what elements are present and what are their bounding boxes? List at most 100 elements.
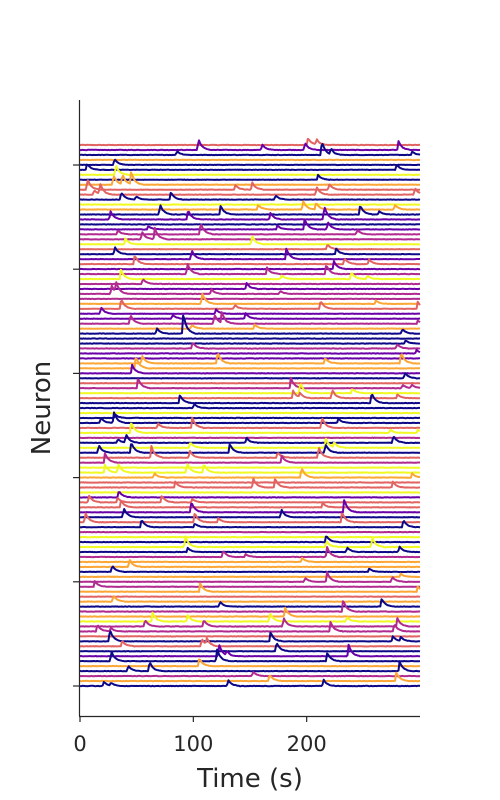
x-tick-group: 0 100 200 <box>73 716 327 756</box>
neuron-trace <box>79 158 421 167</box>
neuron-trace <box>79 443 421 454</box>
neuron-trace <box>79 312 421 320</box>
neuron-trace <box>79 580 421 588</box>
neuron-trace <box>79 353 421 365</box>
neuron-trace <box>79 292 421 305</box>
neuron-trace <box>79 403 420 410</box>
neuron-trace <box>79 393 421 405</box>
neuron-trace <box>80 671 421 678</box>
neuron-trace <box>79 244 421 251</box>
neuron-trace <box>80 339 421 345</box>
neuron-trace <box>79 281 421 296</box>
neuron-trace <box>79 491 421 499</box>
neuron-trace <box>79 598 421 608</box>
neuron-trace <box>80 357 421 370</box>
neuron-trace <box>79 179 420 191</box>
neuron-trace <box>79 643 421 658</box>
trace-group <box>79 137 421 688</box>
neuron-trace <box>79 642 421 653</box>
neuron-trace <box>79 263 420 276</box>
neuron-trace <box>79 255 421 266</box>
neuron-trace <box>80 545 421 554</box>
neuron-trace <box>79 499 421 514</box>
neuron-trace <box>79 314 421 335</box>
neuron-trace <box>79 348 421 355</box>
neuron-trace <box>79 508 421 519</box>
neuron-trace <box>80 173 421 181</box>
neuron-trace <box>79 183 421 196</box>
neuron-trace <box>80 600 421 613</box>
neuron-trace <box>79 582 421 593</box>
neuron-trace <box>79 143 421 157</box>
neuron-trace <box>79 630 421 643</box>
neuron-trace <box>79 389 421 400</box>
neuron-trace <box>79 494 421 504</box>
neuron-trace <box>79 606 421 618</box>
neuron-trace <box>79 363 421 375</box>
neuron-trace <box>79 565 421 573</box>
neuron-trace <box>79 137 421 147</box>
x-tick-label: 200 <box>287 732 327 756</box>
neuron-trace <box>79 546 420 559</box>
neuron-trace <box>79 306 420 315</box>
neuron-trace <box>79 383 421 395</box>
neuron-trace <box>80 139 421 152</box>
neuron-trace <box>79 660 421 673</box>
neuron-trace <box>80 500 421 509</box>
neuron-trace <box>79 299 421 310</box>
neuron-trace <box>79 260 421 271</box>
x-tick-label: 0 <box>73 732 86 756</box>
neuron-trace <box>79 204 421 216</box>
neuron-trace <box>79 468 421 479</box>
neuron-trace <box>80 282 421 291</box>
neuron-trace <box>79 226 421 241</box>
neuron-trace <box>79 246 421 256</box>
neuron-trace <box>79 617 421 628</box>
neuron-trace <box>79 413 421 420</box>
neuron-trace <box>80 323 420 330</box>
neuron-trace <box>79 268 421 281</box>
neuron-trace <box>80 648 421 663</box>
neuron-trace <box>79 572 421 578</box>
neuron-trace <box>79 434 421 444</box>
x-axis-label: Time (s) <box>196 764 303 794</box>
neuron-trace <box>80 637 421 648</box>
neuron-trace <box>79 512 421 524</box>
neuron-trace <box>79 678 421 688</box>
neuron-trace <box>79 556 420 564</box>
neuron-trace <box>79 621 421 633</box>
neuron-trace <box>79 559 421 569</box>
neuron-trace <box>79 191 421 201</box>
y-axis-label: Neuron <box>27 361 57 455</box>
neuron-trace <box>79 376 421 390</box>
neuron-trace <box>79 571 421 583</box>
neuron-trace <box>80 342 421 350</box>
neuron-trace <box>79 535 421 549</box>
neuron-trace <box>80 437 421 449</box>
neuron-trace <box>79 658 421 668</box>
neuron-trace <box>79 165 421 176</box>
neuron-trace <box>79 235 420 246</box>
neuron-trace <box>79 311 421 325</box>
neuron-trace <box>79 206 421 221</box>
neuron-trace <box>79 422 421 435</box>
neuron-trace <box>79 219 421 231</box>
neuron-trace <box>79 445 420 459</box>
neuron-trace <box>79 416 421 430</box>
x-tick-label: 100 <box>173 732 213 756</box>
neuron-trace <box>79 278 421 286</box>
neuron-trace <box>79 163 420 171</box>
neuron-trace <box>79 595 421 603</box>
neuron-trace <box>80 223 420 236</box>
y-tick-group <box>73 164 79 687</box>
neuron-trace <box>80 411 421 425</box>
neuron-trace <box>79 535 421 544</box>
neuron-trace <box>79 372 421 380</box>
neuron-trace <box>80 477 421 489</box>
neuron-trace <box>79 611 421 623</box>
neuron-trace <box>79 463 420 474</box>
neuron-trace <box>79 452 420 464</box>
neuron-trace <box>79 171 420 186</box>
neuron-trace <box>79 520 421 529</box>
